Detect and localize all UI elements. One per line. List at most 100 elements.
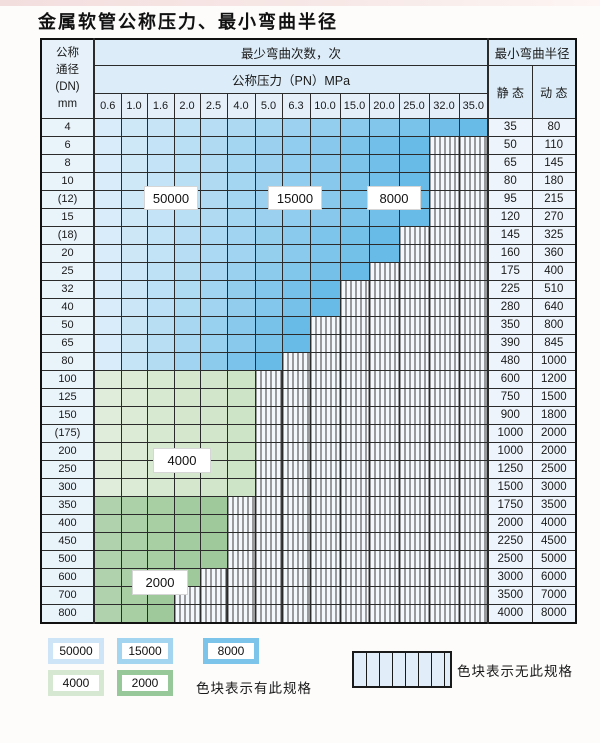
- pressure-cell-no-spec: [428, 244, 460, 263]
- pressure-cell: [93, 424, 122, 443]
- pressure-cell-no-spec: [309, 460, 341, 479]
- pressure-cell: [120, 118, 148, 137]
- pressure-cell: [146, 532, 175, 551]
- pressure-cell: [120, 442, 148, 461]
- pressure-cell-no-spec: [458, 424, 489, 443]
- header-row-3: 0.6 1.0 1.6 2.0 2.5 4.0 5.0 6.3 10.0 15.0 20.0 25.0…: [41, 93, 576, 119]
- pressure-cell: [120, 388, 148, 407]
- static-cell: 65: [487, 154, 533, 173]
- pressure-cell: [93, 280, 122, 299]
- pressure-cell: [93, 298, 122, 317]
- pressure-cell-no-spec: [199, 604, 228, 624]
- pressure-col-header: 1.0: [120, 93, 148, 119]
- pressure-cell: [254, 352, 283, 371]
- pressure-cell-no-spec: [339, 514, 370, 533]
- pressure-col-header: 10.0: [309, 93, 341, 119]
- pressure-cell-no-spec: [458, 568, 489, 587]
- pressure-cell: [146, 604, 175, 624]
- pressure-cell-no-spec: [458, 460, 489, 479]
- pressure-cell: [120, 550, 148, 569]
- pressure-cell: [199, 370, 228, 389]
- dn-header-line: mm: [57, 98, 78, 111]
- pressure-cell: [146, 514, 175, 533]
- pressure-cell: [226, 280, 256, 299]
- pressure-cell-no-spec: [458, 334, 489, 353]
- pressure-cell-no-spec: [339, 478, 370, 497]
- pressure-cell-no-spec: [368, 262, 400, 281]
- dn-cell: 25: [40, 262, 95, 281]
- pressure-cell: [93, 568, 122, 587]
- pressure-cell-no-spec: [398, 298, 430, 317]
- pressure-cell-no-spec: [368, 478, 400, 497]
- pressure-cell: [120, 532, 148, 551]
- pressure-col-header: 5.0: [254, 93, 283, 119]
- pressure-cell-no-spec: [254, 604, 283, 624]
- spec-table-wrap: 公称 通径 (DN) mm 最少弯曲次数，次 最小弯曲半径 公称压力（PN）MPa 静 态动 …: [40, 38, 578, 624]
- pressure-cell: [368, 208, 400, 227]
- dynamic-cell: 5000: [531, 550, 577, 569]
- legend-unavailable-note: 色块表示无此规格: [457, 664, 573, 679]
- static-header: 静 态: [487, 65, 533, 119]
- pressure-cell-no-spec: [254, 370, 283, 389]
- table-label-2000: 2000: [132, 570, 188, 595]
- pressure-cell-no-spec: [398, 406, 430, 425]
- pressure-col-header: 0.6: [93, 93, 122, 119]
- pressure-cell-no-spec: [458, 352, 489, 371]
- pressure-cell: [173, 550, 201, 569]
- pressure-cell: [146, 154, 175, 173]
- pressure-cell-no-spec: [281, 424, 311, 443]
- table-row: 500 2500 5000: [40, 550, 577, 569]
- table-row: 300 1500 3000: [40, 478, 577, 497]
- pressure-cell: [254, 154, 283, 173]
- pressure-cell: [93, 478, 122, 497]
- pressure-cell-no-spec: [226, 604, 256, 624]
- dn-cell: 700: [40, 586, 95, 605]
- table-row: 100 600 1200: [40, 370, 577, 389]
- legend-swatch-2000: 2000: [117, 670, 173, 696]
- pressure-cell: [146, 334, 175, 353]
- header-row-1: 公称 通径 (DN) mm 最少弯曲次数，次 最小弯曲半径: [40, 38, 577, 119]
- pressure-cell-no-spec: [339, 568, 370, 587]
- pressure-cell: [120, 478, 148, 497]
- static-cell: 160: [487, 244, 533, 263]
- pressure-cell-no-spec: [309, 388, 341, 407]
- pressure-cell-no-spec: [254, 514, 283, 533]
- pressure-cell: [173, 154, 201, 173]
- dn-cell: 500: [40, 550, 95, 569]
- pressure-cell: [398, 118, 430, 137]
- legend-hatch-box: [352, 651, 452, 688]
- pressure-cell-no-spec: [309, 532, 341, 551]
- dynamic-cell: 2000: [531, 442, 577, 461]
- table-row: 15 120 270: [40, 208, 577, 227]
- bend-radius-header: 最小弯曲半径: [487, 38, 577, 66]
- dynamic-cell: 325: [531, 226, 577, 245]
- dynamic-cell: 6000: [531, 568, 577, 587]
- pressure-cell: [173, 298, 201, 317]
- pressure-cell-no-spec: [428, 190, 460, 209]
- pressure-cell-no-spec: [254, 586, 283, 605]
- pressure-cell: [226, 442, 256, 461]
- pressure-cell: [226, 388, 256, 407]
- pressure-cell: [93, 316, 122, 335]
- pressure-cell-no-spec: [339, 280, 370, 299]
- pressure-cell: [254, 244, 283, 263]
- pressure-cell: [93, 550, 122, 569]
- pressure-cell: [93, 334, 122, 353]
- pressure-cell-no-spec: [428, 352, 460, 371]
- table-row: 25 175 400: [40, 262, 577, 281]
- dynamic-cell: 1800: [531, 406, 577, 425]
- legend-swatch-50000: 50000: [48, 638, 104, 664]
- static-cell: 2000: [487, 514, 533, 533]
- pressure-cell-no-spec: [398, 280, 430, 299]
- pressure-cell-no-spec: [368, 496, 400, 515]
- pressure-cell-no-spec: [226, 568, 256, 587]
- static-cell: 390: [487, 334, 533, 353]
- pressure-cell: [226, 298, 256, 317]
- static-cell: 3500: [487, 586, 533, 605]
- pressure-cell: [146, 280, 175, 299]
- pressure-cell-no-spec: [458, 586, 489, 605]
- pressure-cell: [339, 208, 370, 227]
- static-cell: 1750: [487, 496, 533, 515]
- dn-header-line: 公称: [56, 46, 79, 59]
